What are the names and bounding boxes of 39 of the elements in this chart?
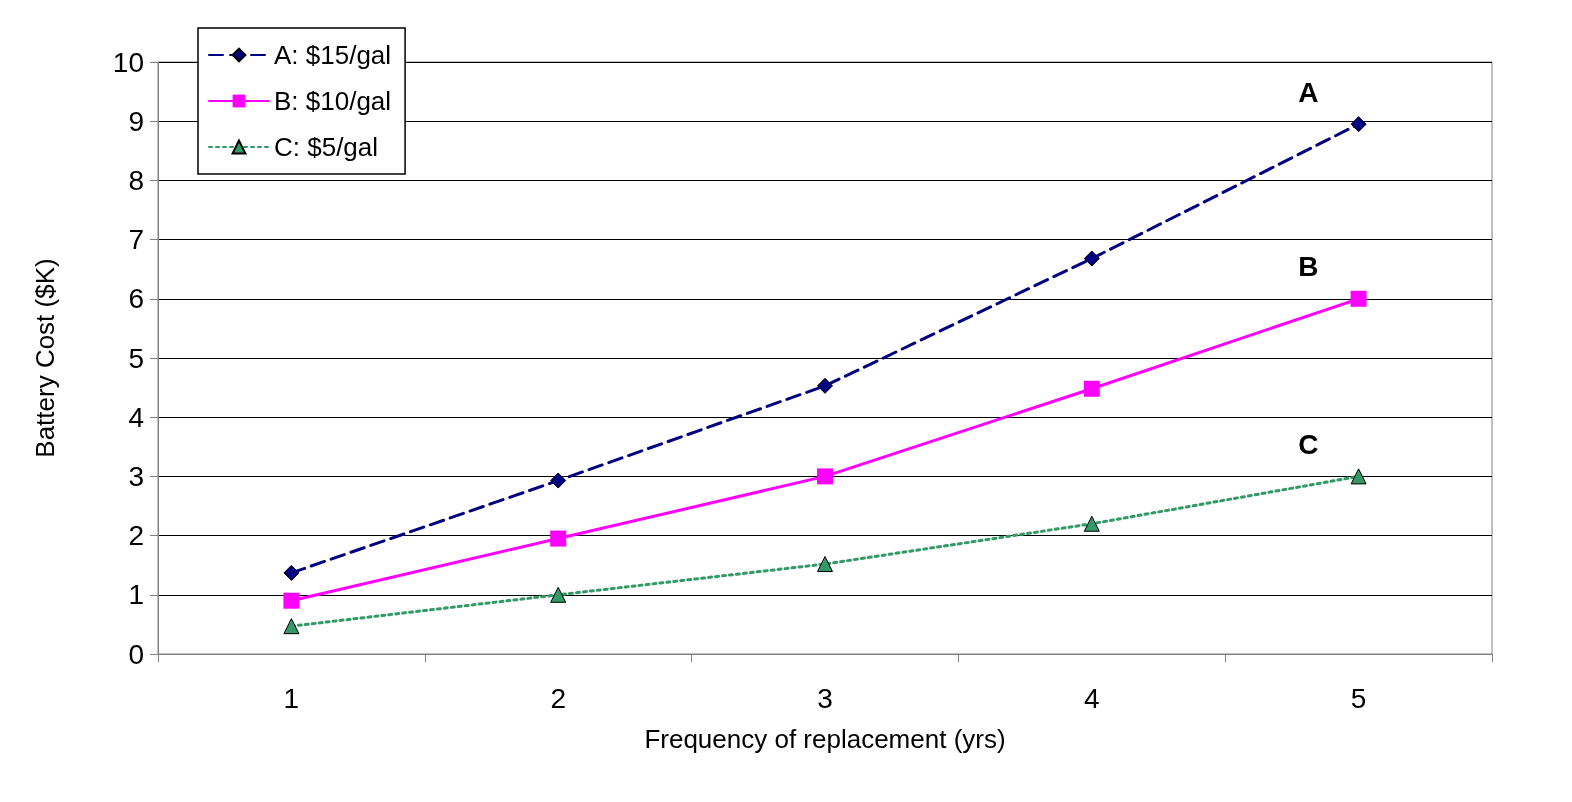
point — [550, 530, 567, 547]
point — [550, 586, 567, 603]
annotation: B — [1298, 251, 1319, 283]
point — [817, 468, 833, 485]
point — [283, 618, 300, 635]
y-tick-label: 8 — [128, 164, 144, 196]
x-tick-label: 5 — [1350, 682, 1367, 714]
point — [1083, 515, 1100, 532]
point — [817, 556, 833, 573]
point — [1350, 116, 1367, 133]
point — [817, 377, 833, 394]
y-tick-label: 2 — [128, 520, 144, 552]
point — [283, 592, 300, 609]
x-tick-label: 3 — [817, 682, 833, 714]
y-tick-label: 5 — [128, 342, 144, 374]
x-tick-label: 2 — [550, 682, 566, 714]
y-axis-title: Battery Cost ($K) — [30, 258, 60, 458]
point — [283, 564, 300, 581]
legend-label: A: $15/gal — [274, 40, 392, 70]
y-tick-label: 0 — [128, 638, 144, 670]
y-tick-label: 4 — [128, 401, 144, 433]
y-tick-label: 6 — [128, 283, 144, 315]
point — [1350, 468, 1367, 485]
y-tick-label: 10 — [112, 46, 144, 78]
y-tick-label: 1 — [128, 579, 144, 611]
y-tick-label: 9 — [128, 105, 144, 137]
legend-label: B: $10/gal — [274, 86, 392, 116]
x-tick-label: 1 — [283, 682, 300, 714]
annotation: C — [1298, 428, 1319, 460]
point — [1083, 250, 1100, 267]
annotation: A — [1298, 76, 1319, 108]
legend-label: C: $5/gal — [274, 132, 379, 162]
point — [1350, 290, 1367, 307]
x-tick-label: 4 — [1084, 682, 1100, 714]
x-axis-title: Frequency of replacement (yrs) — [644, 724, 1006, 754]
y-tick-label: 3 — [128, 460, 144, 492]
y-tick-label: 7 — [128, 224, 144, 256]
point — [550, 472, 567, 489]
point — [1083, 380, 1100, 397]
